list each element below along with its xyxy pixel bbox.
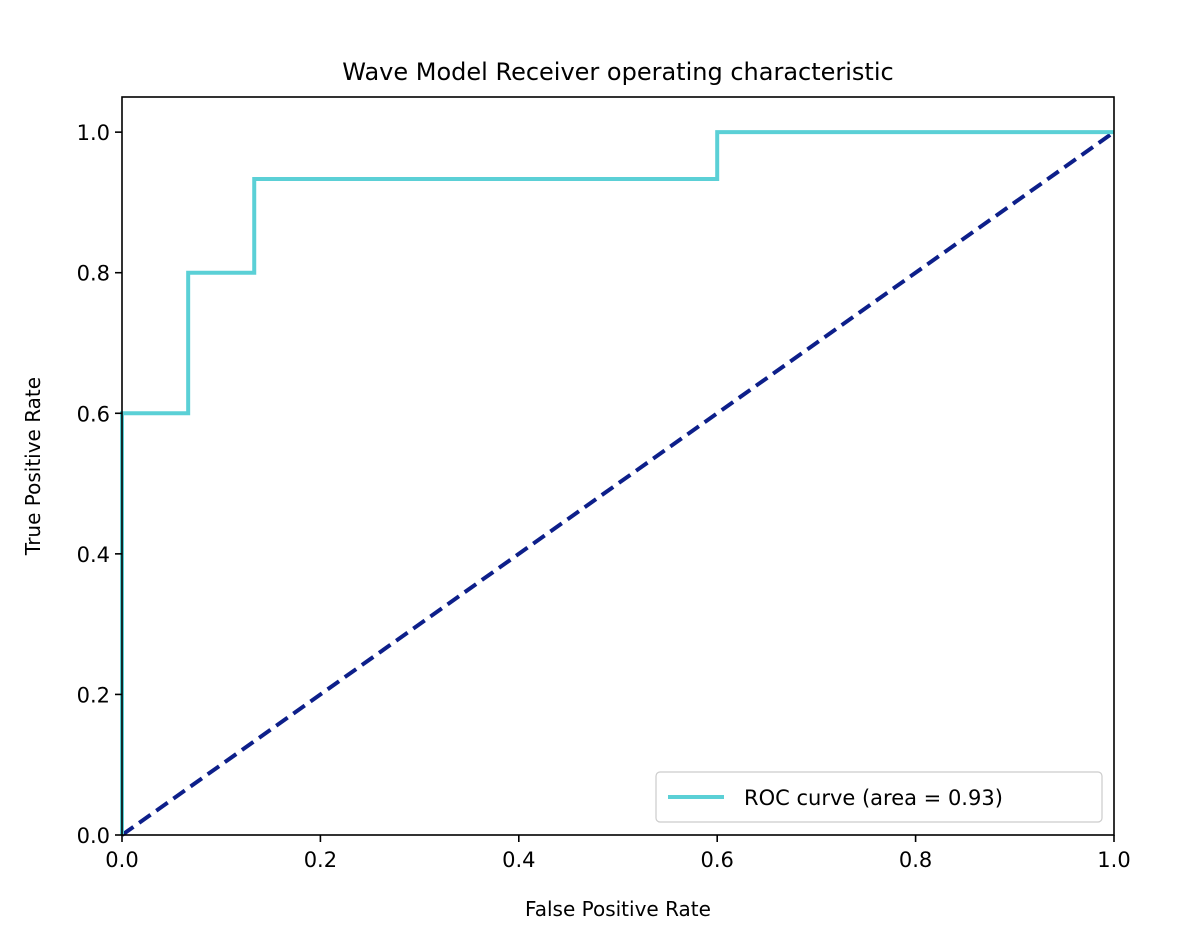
legend-label-roc-curve: ROC curve (area = 0.93): [744, 786, 1003, 810]
x-tick-label: 0.0: [105, 848, 138, 872]
x-tick-label: 0.8: [899, 848, 932, 872]
y-tick-label: 0.0: [77, 824, 110, 848]
y-axis-label: True Positive Rate: [21, 377, 45, 556]
x-tick-label: 0.2: [304, 848, 337, 872]
legend-box: [655, 771, 1103, 823]
y-axis-ticks: 0.0 0.2 0.4 0.6 0.8 1.0: [77, 121, 122, 848]
diagonal-reference-line: [120, 130, 1116, 837]
x-axis-ticks: 0.0 0.2 0.4 0.6 0.8 1.0: [105, 835, 1131, 872]
x-tick-label: 0.4: [502, 848, 535, 872]
series-line-roc-curve: [120, 130, 1114, 835]
y-tick-label: 1.0: [77, 121, 110, 145]
y-tick-label: 0.2: [77, 683, 110, 707]
x-tick-label: 1.0: [1097, 848, 1130, 872]
plot-lines: [120, 130, 1116, 837]
y-tick-label: 0.8: [77, 262, 110, 286]
plot-frame: [121, 96, 1115, 836]
chart-title: Wave Model Receiver operating characteri…: [342, 58, 893, 86]
y-tick-label: 0.6: [77, 402, 110, 426]
legend: ROC curve (area = 0.93): [655, 771, 1103, 823]
y-tick-label: 0.4: [77, 543, 110, 567]
x-axis-label: False Positive Rate: [525, 897, 711, 921]
x-tick-label: 0.6: [700, 848, 733, 872]
